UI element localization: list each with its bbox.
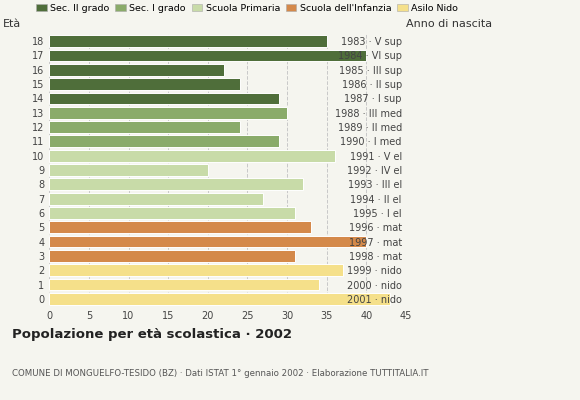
Bar [49, 193, 263, 204]
Legend: Sec. II grado, Sec. I grado, Scuola Primaria, Scuola dell'Infanzia, Asilo Nido: Sec. II grado, Sec. I grado, Scuola Prim… [36, 4, 458, 13]
Bar [49, 279, 319, 290]
Text: Anno di nascita: Anno di nascita [406, 18, 492, 28]
Bar [49, 92, 279, 104]
Bar [49, 136, 279, 147]
Bar [49, 221, 311, 233]
Bar [49, 64, 224, 76]
Bar [49, 107, 287, 119]
Bar [49, 121, 240, 133]
Bar [49, 250, 295, 262]
Text: Popolazione per età scolastica · 2002: Popolazione per età scolastica · 2002 [12, 328, 292, 341]
Bar [49, 35, 327, 47]
Bar [49, 264, 343, 276]
Bar [49, 178, 303, 190]
Bar [49, 236, 367, 248]
Text: COMUNE DI MONGUELFO-TESIDO (BZ) · Dati ISTAT 1° gennaio 2002 · Elaborazione TUTT: COMUNE DI MONGUELFO-TESIDO (BZ) · Dati I… [12, 369, 428, 378]
Bar [49, 164, 208, 176]
Bar [49, 78, 240, 90]
Bar [49, 207, 295, 219]
Text: Età: Età [3, 18, 21, 28]
Bar [49, 293, 390, 305]
Bar [49, 50, 367, 61]
Bar [49, 150, 335, 162]
